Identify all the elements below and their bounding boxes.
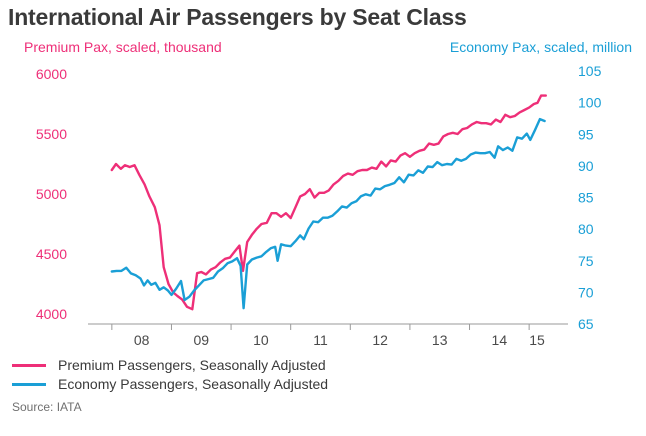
left-axis-title: Premium Pax, scaled, thousand bbox=[24, 39, 222, 55]
left-y-tick-label: 5500 bbox=[36, 126, 67, 142]
legend-item-economy: Economy Passengers, Seasonally Adjusted bbox=[12, 376, 328, 392]
right-y-tick-label: 80 bbox=[578, 221, 594, 237]
x-tick-label: 09 bbox=[193, 332, 209, 348]
x-tick-label: 08 bbox=[134, 332, 150, 348]
right-y-tick-label: 85 bbox=[578, 190, 594, 206]
right-axis-title: Economy Pax, scaled, million bbox=[449, 39, 632, 55]
x-tick-label: 12 bbox=[372, 332, 388, 348]
left-y-tick-label: 4500 bbox=[36, 246, 67, 262]
legend-swatch-premium bbox=[12, 363, 46, 367]
x-tick-label: 15 bbox=[529, 332, 545, 348]
legend-label-economy: Economy Passengers, Seasonally Adjusted bbox=[58, 376, 329, 392]
right-y-tick-label: 105 bbox=[578, 63, 602, 79]
legend-item-premium: Premium Passengers, Seasonally Adjusted bbox=[12, 357, 326, 373]
right-y-tick-label: 100 bbox=[578, 95, 602, 111]
right-y-tick-label: 95 bbox=[578, 126, 594, 142]
economy-series-line bbox=[110, 117, 546, 310]
left-y-tick-label: 6000 bbox=[36, 66, 67, 82]
series-group bbox=[110, 94, 547, 311]
x-tick-label: 11 bbox=[313, 332, 328, 348]
chart-title: International Air Passengers by Seat Cla… bbox=[8, 4, 467, 30]
x-tick-label: 10 bbox=[253, 332, 269, 348]
x-tick-label: 14 bbox=[492, 332, 508, 348]
source-note: Source: IATA bbox=[12, 400, 82, 414]
x-tick-label: 13 bbox=[432, 332, 448, 348]
premium-series-line bbox=[110, 94, 547, 311]
right-y-tick-label: 90 bbox=[578, 158, 594, 174]
legend-label-premium: Premium Passengers, Seasonally Adjusted bbox=[58, 357, 326, 373]
right-y-tick-label: 75 bbox=[578, 253, 594, 269]
right-y-tick-label: 65 bbox=[578, 316, 594, 332]
left-y-tick-label: 4000 bbox=[36, 306, 67, 322]
axes-group: 08 09 10 11 12 13 14 15 4000 4500 5000 5500 6000 65 70… bbox=[36, 63, 602, 348]
right-y-tick-label: 70 bbox=[578, 284, 594, 300]
left-y-tick-label: 5000 bbox=[36, 186, 67, 202]
legend-swatch-economy bbox=[12, 382, 46, 386]
